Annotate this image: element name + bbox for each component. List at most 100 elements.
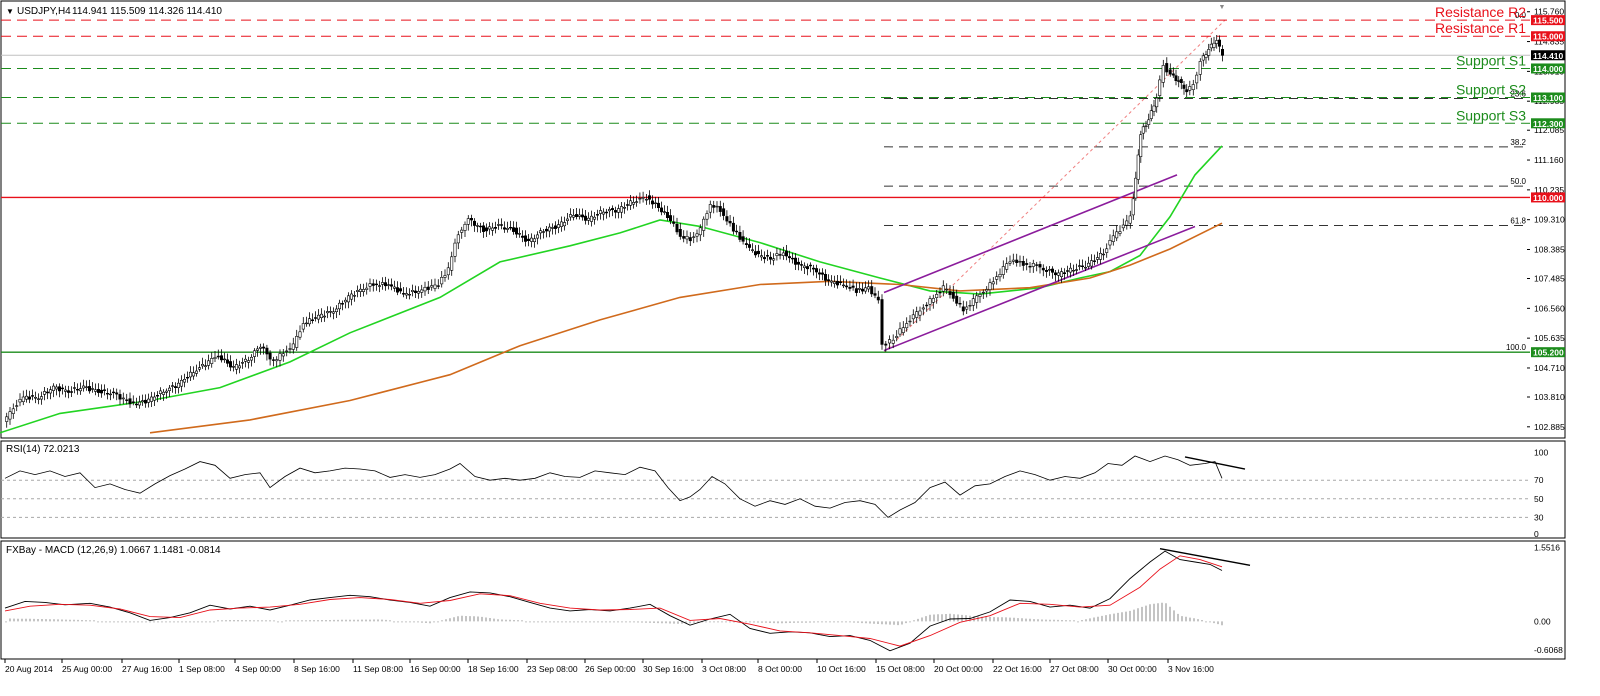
candle-body [171,385,175,387]
candle-body [456,234,460,244]
candle-body [985,289,989,292]
candle-body [33,396,37,399]
candle-body [553,225,557,229]
candle-body [978,294,982,297]
candle-body [514,227,518,235]
candle-body [647,195,651,200]
channel-upper-line [883,174,1178,294]
candle-body [128,398,132,405]
rsi-tick-label: 50 [1534,494,1544,504]
x-axis-tick-label: 15 Oct 08:00 [876,664,925,674]
price-level-tag-current [1531,50,1565,61]
candle-body [30,395,34,397]
candle-body [285,350,289,352]
candle-body [650,200,654,205]
macd-tick-label: 1.5516 [1534,543,1560,553]
candle-body [958,302,962,305]
candle-body [446,267,450,276]
candle-body [659,207,663,213]
candle-body [198,367,202,370]
candle-body [216,355,220,358]
candle-body [186,376,190,379]
candle-body [854,288,858,293]
candle-body [352,295,356,297]
candle-body [192,372,196,377]
candle-body [1204,54,1208,58]
candle-body [1090,260,1094,267]
candle-body [574,214,578,217]
candle-body [715,205,719,208]
y-axis-tick-label: 102.885 [1534,422,1565,432]
candle-body [1051,268,1055,273]
candle-body [195,370,199,374]
price-level-tag-text-resistance-r1: 115.000 [1533,32,1564,42]
candle-body [407,293,411,296]
candle-body [838,281,842,283]
candle-body [708,204,712,213]
candle-body [1108,240,1112,246]
candle-body [928,298,932,305]
candle-body [1081,265,1085,267]
candle-body [571,215,575,218]
candle-body [232,366,236,368]
y-axis-tick-label: 107.485 [1534,274,1565,284]
candle-body [841,284,845,287]
candle-body [1179,79,1183,84]
candle-body [460,229,464,233]
candle-body [698,227,702,236]
macd-line [4,550,1223,652]
candle-body [832,281,836,284]
candle-body [616,208,620,213]
candle-body [487,226,491,230]
candle-body [918,310,922,316]
candle-body [316,314,320,320]
candle-body [39,396,43,400]
rsi-tick-label: 100 [1534,447,1548,457]
candle-body [490,227,494,231]
candle-body [998,273,1002,278]
candle-body [125,399,129,401]
rsi-trendline [1184,456,1246,470]
candle-body [358,288,362,292]
candle-body [1028,265,1032,268]
candle-body [675,224,679,233]
fibonacci-level-label: 50.0 [1510,177,1526,186]
candle-body [1069,267,1073,273]
candle-body [653,202,657,204]
candle-body [762,257,766,260]
candle-body [307,318,311,325]
candle-body [481,225,485,232]
candle-body [921,307,925,310]
candle-body [772,258,776,261]
candle-body [955,295,959,304]
candle-body [430,285,434,288]
price-level-label-support-s2: Support S2 [1456,81,1526,97]
candle-body [741,236,745,242]
candle-body [386,284,390,286]
candle-body [577,214,581,217]
candle-body [1182,84,1186,89]
candle-body [592,216,596,220]
rsi-tick-label: 0 [1534,529,1539,539]
x-axis-tick-label: 10 Oct 16:00 [817,664,866,674]
candle-body [1191,84,1195,90]
candle-body [775,253,779,256]
candle-body [981,291,985,294]
candle-body [692,236,696,238]
candle-body [873,293,877,296]
candle-body [1177,80,1181,82]
candle-body [517,233,521,235]
candle-body [750,249,754,251]
candle-body [1075,269,1079,271]
candle-body [423,286,427,292]
candle-body [1093,260,1097,262]
candle-body [73,387,77,389]
candle-body [823,273,827,281]
candle-body [1155,97,1159,108]
candle-body [213,357,217,359]
y-axis-tick-label: 104.710 [1534,363,1565,373]
candle-body [343,299,347,303]
candle-body [826,279,830,281]
candle-body [891,339,895,344]
price-level-label-resistance-r2: Resistance R2 [1435,4,1526,20]
